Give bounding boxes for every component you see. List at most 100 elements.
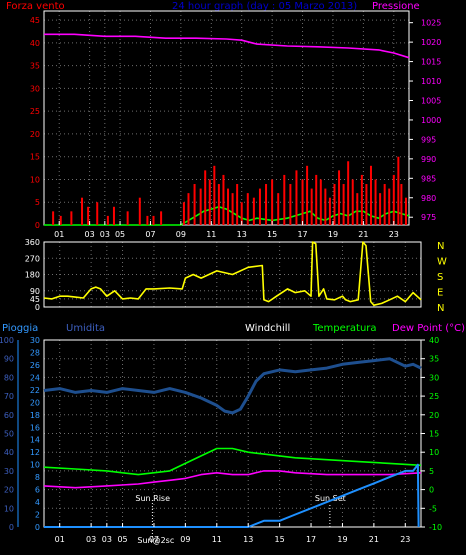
left-tick-label: 0 [35, 221, 40, 230]
x-tick-label: 07 [145, 230, 155, 239]
x-tick-label: 03 [85, 230, 95, 239]
x-tick-label: 19 [337, 535, 347, 544]
rain-tick-label: 0 [35, 523, 40, 532]
x-tick-label: 19 [328, 230, 338, 239]
rain-tick-label: 30 [30, 336, 40, 345]
x-tick-label: 05 [115, 230, 125, 239]
temp-tick-label: 25 [429, 392, 439, 401]
temp-tick-label: 20 [429, 411, 439, 420]
left-tick-label: 40 [30, 39, 40, 48]
right-tick-label: 1015 [421, 58, 441, 67]
right-tick-label: 975 [421, 213, 436, 222]
x-tick-label: 17 [306, 535, 316, 544]
left-tick-label: 90 [30, 287, 40, 296]
humidity-tick-label: 40 [4, 448, 14, 457]
rain-line [44, 463, 420, 528]
humidity-tick-label: 80 [4, 373, 14, 382]
x-tick-label: 05 [117, 535, 127, 544]
sun-set-label: Sun Set [315, 494, 346, 503]
left-tick-label: 35 [30, 62, 40, 71]
rain-tick-label: 26 [30, 361, 40, 370]
temp-tick-label: 35 [429, 355, 439, 364]
pressure-line [44, 33, 410, 59]
humidity-line [43, 357, 422, 415]
dewpoint-legend: Dew Point (°C) [392, 323, 465, 334]
rain-tick-label: 14 [30, 436, 40, 445]
rain-tick-label: 24 [30, 373, 40, 382]
right-tick-label: 1000 [421, 116, 441, 125]
wind-pressure-panel: 0510152025303540459759809859909951000100… [30, 10, 441, 239]
temp-tick-label: 5 [429, 467, 434, 476]
rain-tick-label: 6 [35, 486, 40, 495]
humidity-tick-label: 60 [4, 411, 14, 420]
left-tick-label: 10 [30, 175, 40, 184]
x-tick-label: 01 [55, 535, 65, 544]
left-tick-label: 0 [35, 303, 40, 312]
windchill-legend: Windchill [245, 323, 290, 334]
compass-label: W [437, 257, 447, 268]
rain-tick-label: 20 [30, 398, 40, 407]
pioggia-label: Pioggia [2, 323, 38, 334]
x-tick-label: 13 [237, 230, 247, 239]
compass-label: N [437, 303, 444, 314]
right-tick-label: 980 [421, 194, 436, 203]
umidita-label: Umidita [66, 323, 105, 334]
right-tick-label: 1005 [421, 96, 441, 105]
temp-tick-label: 30 [429, 373, 439, 382]
compass-label: E [437, 288, 443, 299]
compass-label: N [437, 241, 444, 252]
dewpoint-line [43, 470, 422, 489]
x-tick-label: 17 [297, 230, 307, 239]
right-tick-label: 995 [421, 135, 436, 144]
right-tick-label: 985 [421, 174, 436, 183]
x-tick-label: 15 [267, 230, 277, 239]
humidity-tick-label: 30 [4, 467, 14, 476]
x-tick-label: 01 [54, 230, 64, 239]
wind-direction-line [43, 241, 422, 306]
humidity-tick-label: 50 [4, 430, 14, 439]
left-tick-label: 45 [30, 16, 40, 25]
rain-tick-label: 12 [30, 448, 40, 457]
x-tick-label: 23 [389, 230, 399, 239]
left-tick-label: 270 [25, 254, 40, 263]
rain-tick-label: 18 [30, 411, 40, 420]
humidity-tick-label: 70 [4, 392, 14, 401]
compass-label: S [437, 272, 443, 283]
left-tick-label: 45 [30, 295, 40, 304]
rain-tick-label: 4 [35, 498, 40, 507]
forza-vento-label: Forza vento [6, 1, 65, 12]
right-tick-label: 1020 [421, 38, 441, 47]
rain-tick-label: 16 [30, 423, 40, 432]
x-tick-label: 07 [149, 535, 159, 544]
x-tick-label: 03 [102, 535, 112, 544]
rain-tick-label: 10 [30, 461, 40, 470]
right-tick-label: 1010 [421, 77, 441, 86]
temp-tick-label: 0 [429, 486, 434, 495]
rain-tick-label: 8 [35, 473, 40, 482]
chart-title: 24 hour graph (day : 05 Marzo 2013) [172, 1, 357, 12]
humidity-tick-label: 0 [9, 523, 14, 532]
humidity-tick-label: 10 [4, 504, 14, 513]
x-tick-label: 03 [86, 535, 96, 544]
x-tick-label: 13 [243, 535, 253, 544]
humidity-tick-label: 20 [4, 486, 14, 495]
x-tick-label: 03 [100, 230, 110, 239]
temp-tick-label: -10 [429, 523, 442, 532]
humidity-tick-label: 100 [0, 336, 14, 345]
x-tick-label: 15 [275, 535, 285, 544]
pressione-label: Pressione [372, 1, 420, 12]
temperatura-legend: Temperatura [312, 323, 377, 334]
x-tick-label: 09 [180, 535, 190, 544]
x-tick-label: 11 [212, 535, 222, 544]
temp-tick-label: 15 [429, 430, 439, 439]
left-tick-label: 20 [30, 130, 40, 139]
x-tick-label: 23 [400, 535, 410, 544]
left-tick-label: 30 [30, 84, 40, 93]
x-tick-label: 21 [369, 535, 379, 544]
left-tick-label: 25 [30, 107, 40, 116]
temp-tick-label: -5 [429, 504, 437, 513]
rain-tick-label: 28 [30, 348, 40, 357]
